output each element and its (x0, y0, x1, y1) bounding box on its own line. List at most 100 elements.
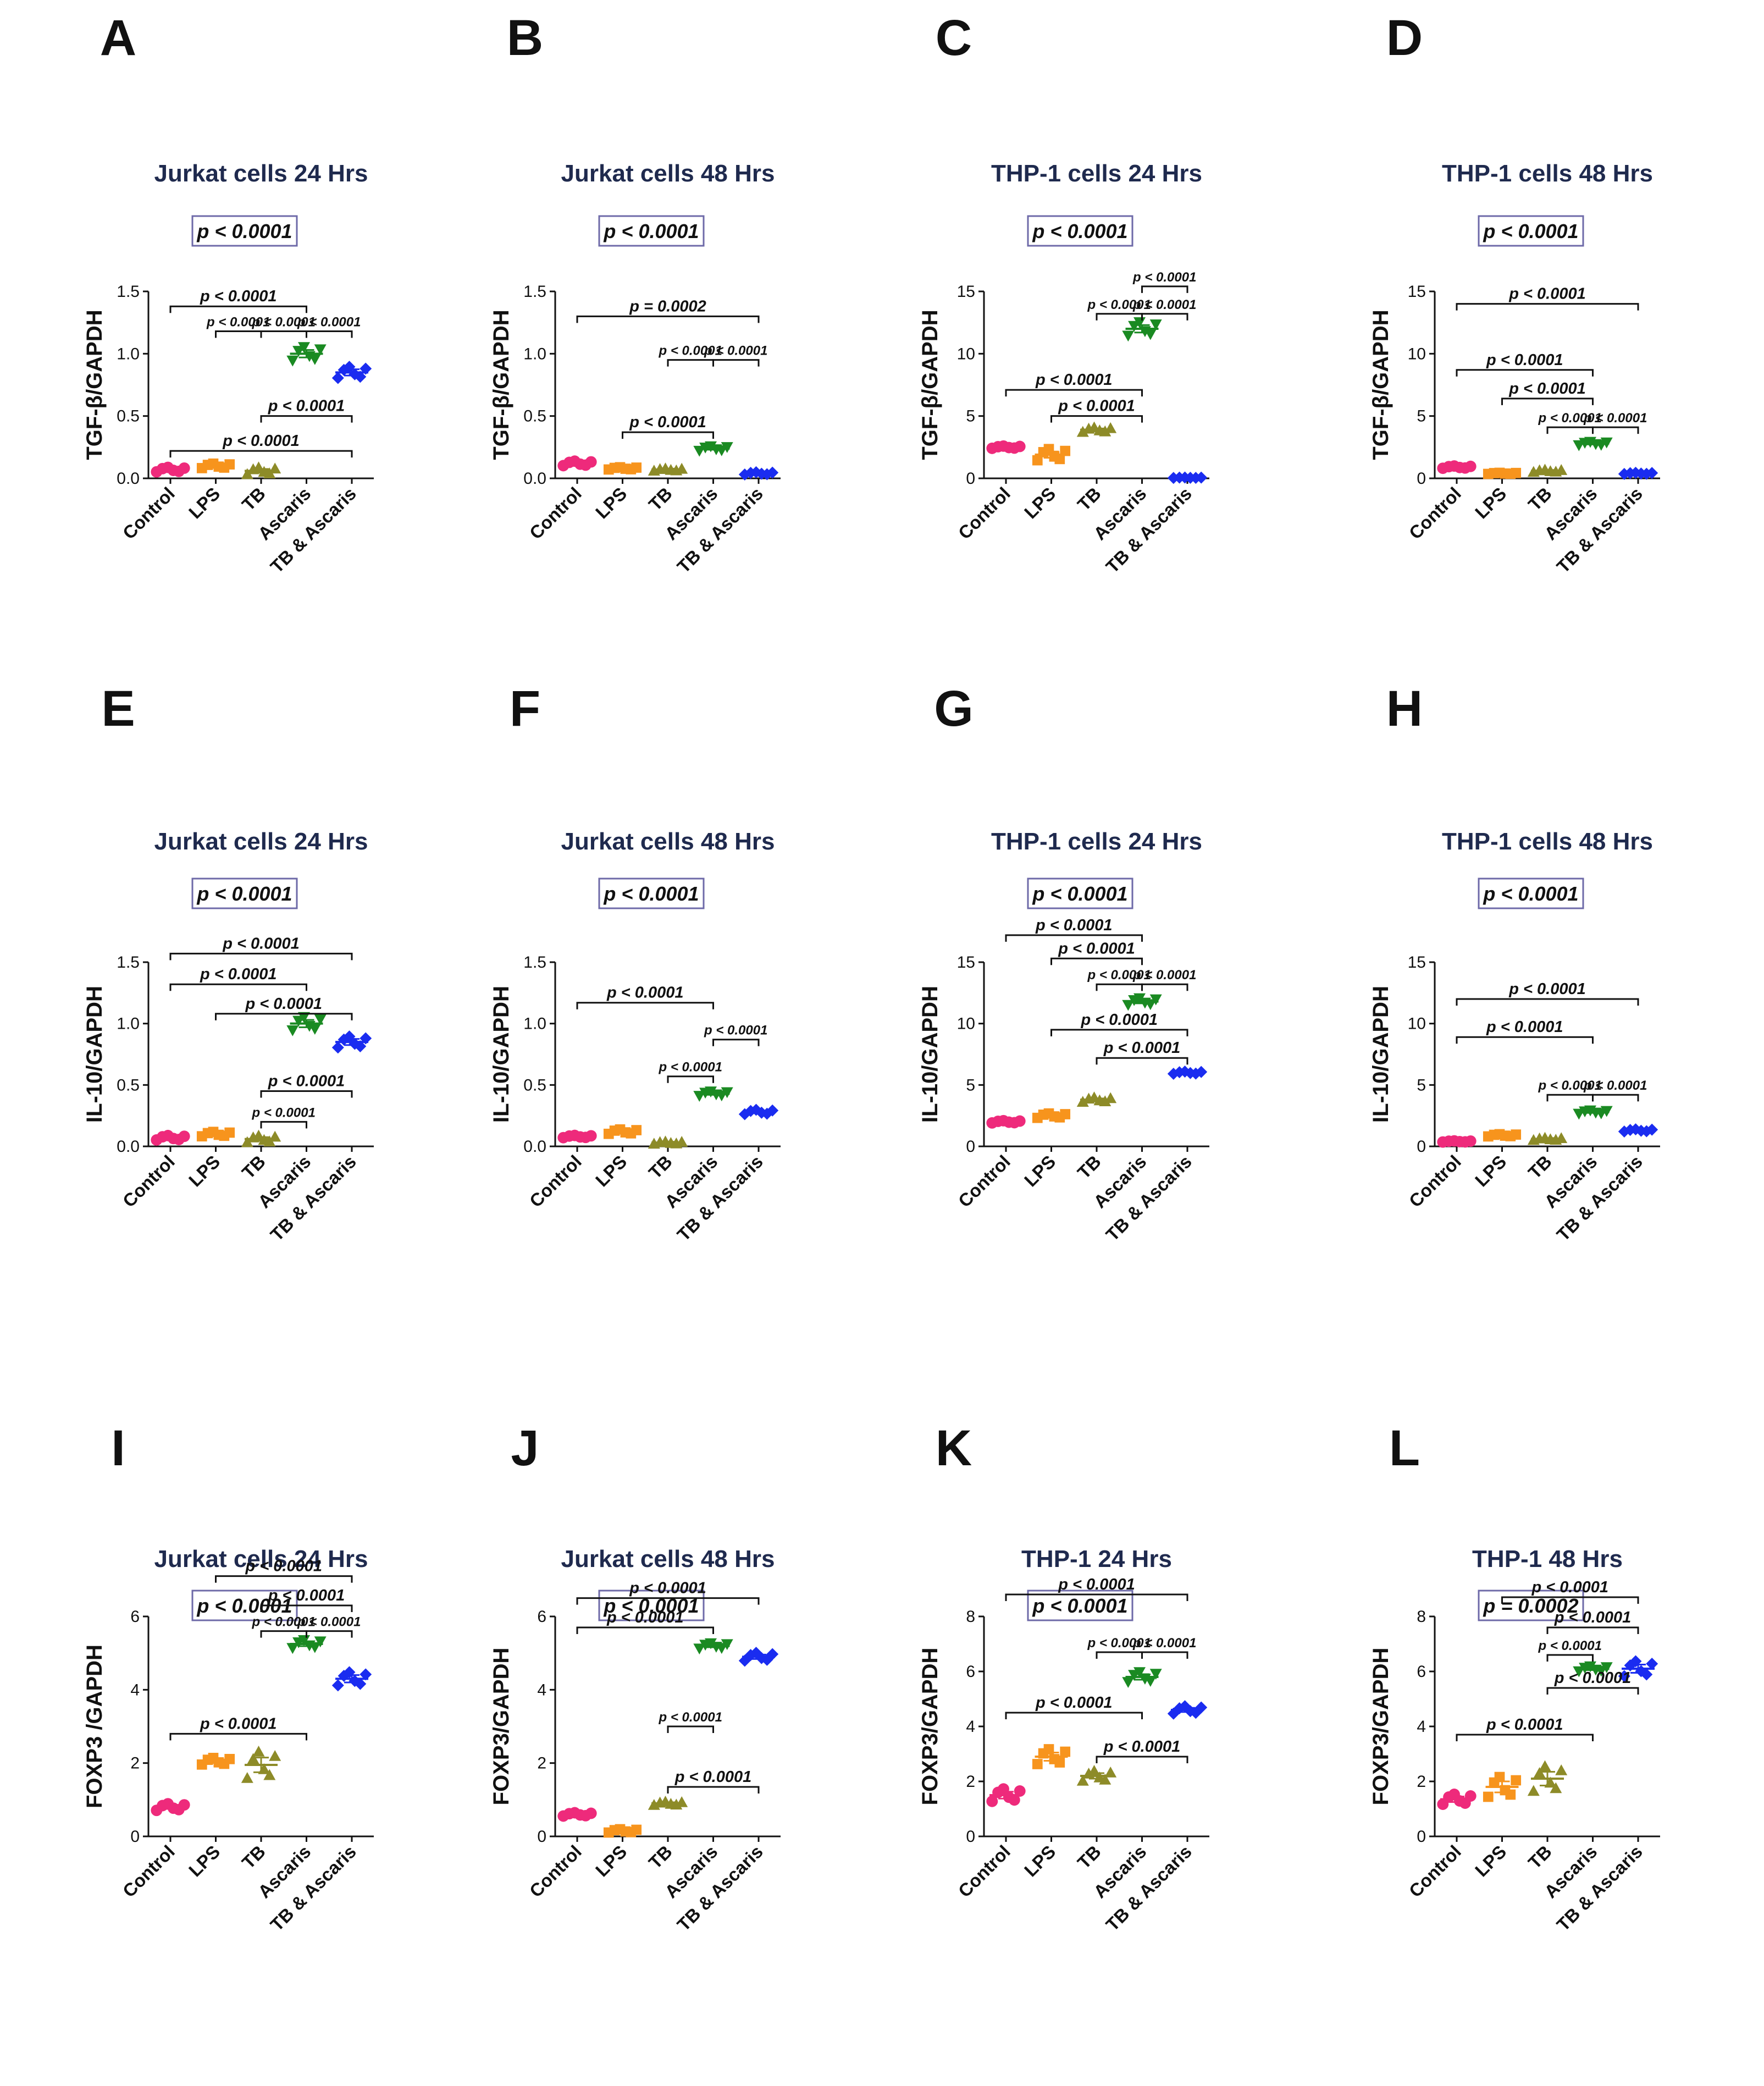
data-point (263, 1769, 276, 1780)
x-tick-label: Control (954, 483, 1014, 543)
data-group-3 (1122, 317, 1162, 342)
comparison-pvalue: p < 0.0001 (1554, 1669, 1631, 1687)
comparison-pvalue: p < 0.0001 (268, 1073, 345, 1090)
comparison-bracket: p < 0.0001 (1005, 1576, 1188, 1601)
bracket-line (1546, 1094, 1594, 1102)
omnibus-pvalue: p < 0.0001 (196, 220, 292, 242)
y-tick-label: 2 (966, 1773, 975, 1791)
x-tick-label: TB (645, 483, 676, 515)
omnibus-box (598, 1590, 705, 1621)
data-point (224, 1127, 235, 1138)
data-point (1149, 1669, 1162, 1680)
chart-title: Jurkat cells 48 Hrs (561, 160, 775, 187)
comparison-pvalue: p < 0.0001 (1583, 1078, 1647, 1093)
comparison-pvalue: p < 0.0001 (245, 1558, 322, 1575)
y-tick-label: 0.5 (117, 1076, 140, 1094)
data-point (286, 1643, 299, 1654)
data-group-0 (151, 461, 190, 478)
bracket-line (260, 415, 353, 423)
data-point (360, 1668, 372, 1681)
data-point (286, 1025, 299, 1036)
data-point (331, 1041, 344, 1054)
y-tick-label: 10 (1408, 1015, 1426, 1033)
omnibus-box (1478, 215, 1584, 247)
comparison-pvalue: p < 0.0001 (659, 1710, 722, 1725)
data-group-0 (557, 455, 597, 472)
data-group-1 (1483, 1772, 1522, 1802)
panel-label: K (936, 1420, 972, 1476)
x-tick-label: Control (119, 1151, 179, 1211)
data-group-3 (286, 1012, 327, 1036)
omnibus-pvalue: p < 0.0001 (603, 882, 699, 905)
comparison-bracket: p < 0.0001 (260, 1587, 353, 1612)
data-point (269, 1750, 281, 1761)
data-point (1076, 1775, 1089, 1786)
y-axis-label: TGF-β/GAPDH (918, 310, 942, 460)
y-tick-label: 4 (966, 1718, 975, 1736)
panel-label: J (511, 1420, 539, 1476)
data-point (1032, 455, 1043, 466)
data-point (1618, 1125, 1630, 1138)
y-tick-label: 4 (1417, 1718, 1426, 1736)
bracket-line (215, 1575, 353, 1583)
y-axis-label: IL-10/GAPDH (489, 986, 513, 1123)
comparison-pvalue: p < 0.0001 (1058, 1576, 1135, 1593)
data-point (252, 1746, 265, 1757)
x-tick-label: Control (526, 1841, 585, 1901)
x-tick-label: TB (1074, 1841, 1105, 1873)
data-group-4 (1618, 466, 1658, 480)
data-point (178, 1130, 190, 1143)
x-tick-label: Control (119, 483, 179, 543)
data-point (1149, 994, 1162, 1006)
data-point (766, 1104, 779, 1117)
y-tick-label: 0.0 (117, 470, 140, 488)
data-group-4 (738, 466, 779, 481)
comparison-pvalue: p < 0.0001 (1035, 917, 1112, 934)
panel-J: J Jurkat cells 48 Hrs p < 0.0001 0 2 4 6 FOXP3/… (489, 1420, 781, 1935)
data-point (1133, 1667, 1146, 1678)
bracket-line (712, 1039, 760, 1046)
data-group-2 (1527, 1760, 1568, 1796)
comparison-pvalue: p < 0.0001 (1058, 940, 1135, 957)
y-tick-label: 1.5 (523, 283, 546, 301)
x-tick-label: LPS (1471, 483, 1511, 523)
comparison-bracket: p < 0.0001 (297, 315, 361, 338)
bracket-line (1141, 983, 1188, 991)
y-tick-label: 10 (957, 345, 975, 363)
comparison-bracket: p < 0.0001 (1005, 917, 1143, 942)
comparison-pvalue: p < 0.0001 (1087, 297, 1151, 312)
bracket-line (215, 1013, 353, 1020)
data-point (298, 342, 310, 354)
data-point (178, 1799, 190, 1811)
bracket-line (260, 1090, 353, 1098)
x-tick-label: LPS (1471, 1151, 1511, 1191)
data-group-4 (1167, 1700, 1208, 1720)
y-tick-label: 0 (1417, 1828, 1426, 1846)
chart-title: Jurkat cells 48 Hrs (561, 828, 775, 855)
comparison-pvalue: p < 0.0001 (1554, 1609, 1631, 1626)
data-point (1550, 1782, 1562, 1793)
x-tick-label: Control (1405, 483, 1465, 543)
y-tick-label: 0.5 (523, 1076, 546, 1094)
omnibus-pvalue: p < 0.0001 (1483, 220, 1578, 242)
comparison-bracket: p < 0.0001 (659, 344, 722, 367)
x-tick-label: TB (645, 1841, 676, 1873)
comparison-bracket: p < 0.0001 (1132, 1636, 1196, 1659)
data-group-0 (151, 1129, 190, 1146)
data-point (1060, 1746, 1071, 1757)
data-point (631, 1125, 642, 1135)
panel-label: L (1389, 1420, 1420, 1476)
comparison-bracket: p < 0.0001 (1050, 1011, 1188, 1036)
chart-title: Jurkat cells 24 Hrs (154, 828, 368, 855)
comparison-bracket: p < 0.0001 (260, 398, 353, 423)
data-point (1555, 464, 1568, 475)
comparison-bracket: p < 0.0001 (1501, 1579, 1639, 1604)
data-group-1 (196, 1752, 235, 1770)
bracket-line (1546, 426, 1594, 434)
comparison-pvalue: p < 0.0001 (606, 984, 683, 1002)
bracket-line (1592, 1094, 1639, 1102)
comparison-bracket: p < 0.0001 (1456, 1018, 1594, 1044)
y-tick-label: 0.5 (523, 407, 546, 426)
data-group-1 (1032, 1744, 1071, 1769)
comparison-pvalue: p < 0.0001 (206, 315, 270, 330)
